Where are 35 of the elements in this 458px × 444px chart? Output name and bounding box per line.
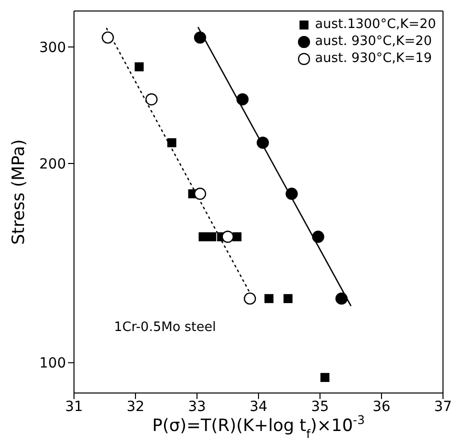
annotation: 1Cr-0.5Mo steel: [114, 320, 216, 335]
x-tick-label: 32: [126, 398, 144, 415]
legend-label: aust.1300°C,K=20: [315, 16, 436, 33]
point: [207, 232, 216, 242]
point: [232, 232, 242, 242]
point: [286, 188, 298, 200]
point: [335, 292, 348, 305]
legend-label: aust. 930°C,K=19: [315, 50, 432, 67]
y-tick-label: 100: [39, 356, 66, 372]
point: [244, 292, 256, 305]
point: [264, 294, 274, 304]
point: [102, 31, 114, 44]
x-axis-title: P(σ)=T(R)(K+log t$_{f}$)×10$^{-3}$: [152, 413, 365, 441]
x-tick-label: 31: [65, 398, 83, 415]
x-tick-label: 37: [434, 398, 452, 415]
point: [194, 31, 206, 44]
point: [236, 93, 249, 106]
point: [145, 93, 158, 106]
point: [256, 136, 269, 149]
x-tick-label: 33: [188, 398, 206, 415]
point: [222, 230, 234, 243]
x-tick-label: 34: [250, 398, 268, 415]
point: [198, 232, 208, 242]
y-tick-label: 300: [39, 40, 66, 56]
point: [167, 138, 176, 148]
y-tick-label: 200: [39, 156, 66, 172]
y-axis-title: Stress (MPa): [9, 139, 29, 245]
point: [320, 372, 330, 382]
point: [134, 62, 144, 72]
point: [284, 294, 293, 304]
point: [312, 230, 324, 243]
legend-label: aust. 930°C,K=20: [315, 33, 432, 50]
point: [194, 188, 206, 200]
x-tick-label: 36: [372, 398, 390, 415]
x-tick-label: 35: [311, 398, 329, 415]
